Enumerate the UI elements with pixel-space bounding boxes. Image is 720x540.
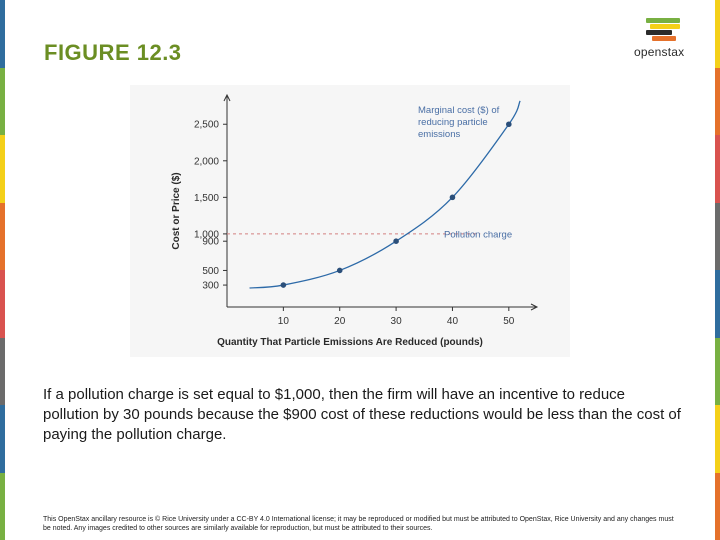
data-point xyxy=(449,194,456,201)
x-axis-arrow xyxy=(530,303,539,311)
right-edge-stripe xyxy=(715,0,720,540)
x-tick-label: 10 xyxy=(278,316,290,327)
data-point xyxy=(280,282,287,288)
y-axis-label: Cost or Price ($) xyxy=(171,172,182,249)
edge-stripe-segment xyxy=(0,270,5,338)
edge-stripe-segment xyxy=(715,135,720,203)
edge-stripe-segment xyxy=(715,270,720,338)
logo-bar xyxy=(652,36,676,41)
logo-bar xyxy=(650,24,680,29)
x-axis-label: Quantity That Particle Emissions Are Red… xyxy=(217,337,483,348)
edge-stripe-segment xyxy=(715,337,720,405)
y-tick-label: 500 xyxy=(202,266,219,277)
x-tick-label: 50 xyxy=(503,316,515,327)
figure-caption: If a pollution charge is set equal to $1… xyxy=(43,386,681,443)
pollution-charge-label: Pollution charge xyxy=(444,229,512,240)
x-tick-label: 40 xyxy=(447,316,459,327)
license-footer: This OpenStax ancillary resource is © Ri… xyxy=(43,516,674,532)
edge-stripe-segment xyxy=(715,67,720,135)
chart-container: 300 500 900 1,000 1,500 2,000 2,500 10 20 30 40 50 Q… xyxy=(130,85,570,357)
left-edge-stripe xyxy=(0,0,5,540)
edge-stripe-segment xyxy=(0,135,5,203)
data-point xyxy=(336,267,343,274)
slide-title: FIGURE 12.3 xyxy=(44,40,182,65)
edge-stripe-segment xyxy=(0,202,5,270)
edge-stripe-segment xyxy=(715,472,720,540)
edge-stripe-segment xyxy=(0,0,5,68)
openstax-logo: openstax xyxy=(634,16,706,64)
logo-wordmark: openstax xyxy=(634,45,685,59)
edge-stripe-segment xyxy=(0,67,5,135)
x-tick-label: 30 xyxy=(391,316,403,327)
y-tick-label: 1,000 xyxy=(194,229,219,240)
edge-stripe-segment xyxy=(0,337,5,405)
logo-bar xyxy=(646,18,680,23)
edge-stripe-segment xyxy=(0,472,5,540)
data-point xyxy=(393,238,399,245)
data-point xyxy=(506,121,512,128)
logo-bar xyxy=(646,30,672,35)
edge-stripe-segment xyxy=(715,202,720,270)
curve-label-line: emissions xyxy=(418,129,460,140)
curve-label-line: Marginal cost ($) of xyxy=(418,105,500,116)
y-tick-label: 300 xyxy=(202,281,219,292)
y-axis-arrow xyxy=(223,93,231,102)
x-tick-label: 20 xyxy=(334,316,346,327)
y-tick-label: 900 xyxy=(202,237,219,248)
marginal-cost-curve xyxy=(249,100,521,289)
y-tick-label: 1,500 xyxy=(194,193,219,204)
edge-stripe-segment xyxy=(715,405,720,473)
edge-stripe-segment xyxy=(715,0,720,68)
y-tick-label: 2,000 xyxy=(194,156,219,167)
curve-label-line: reducing particle xyxy=(418,117,488,128)
edge-stripe-segment xyxy=(0,405,5,473)
y-tick-label: 2,500 xyxy=(194,120,219,131)
